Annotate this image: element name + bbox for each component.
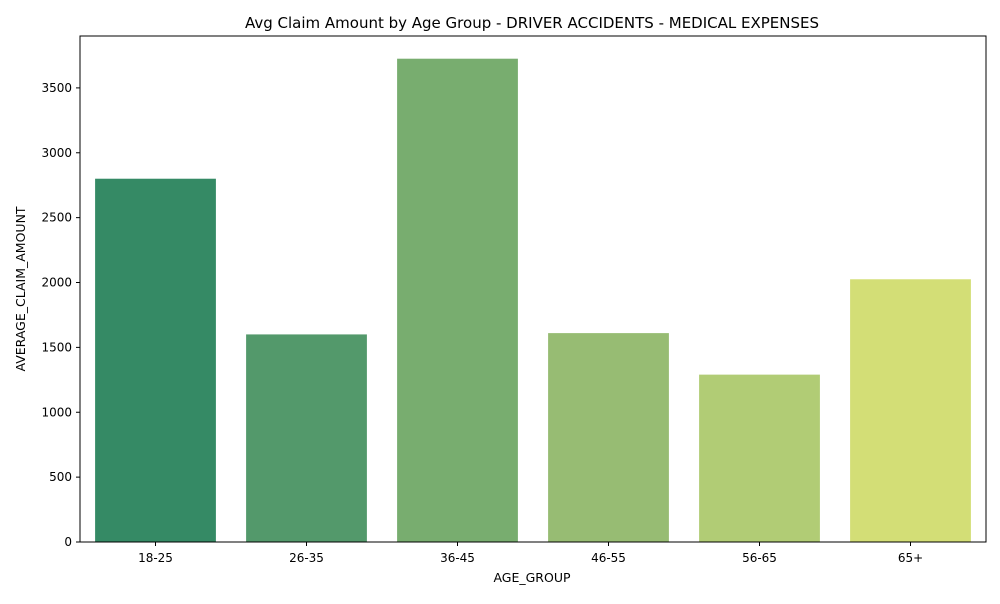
chart-title: Avg Claim Amount by Age Group - DRIVER A… (245, 14, 819, 32)
bars-group (95, 58, 971, 542)
bar-65+ (850, 279, 971, 542)
x-tick-label: 65+ (898, 551, 923, 565)
x-tick-label: 36-45 (440, 551, 475, 565)
y-tick-label: 1000 (41, 405, 72, 419)
bar-36-45 (397, 58, 518, 542)
x-tick-label: 46-55 (591, 551, 626, 565)
y-tick-label: 0 (64, 535, 72, 549)
bar-26-35 (246, 334, 367, 542)
y-axis-label: AVERAGE_CLAIM_AMOUNT (13, 206, 28, 371)
y-tick-label: 2500 (41, 211, 72, 225)
y-axis-ticks: 0 500 1000 1500 2000 2500 3000 3500 (41, 81, 80, 549)
x-tick-label: 56-65 (742, 551, 777, 565)
x-axis-label: AGE_GROUP (493, 570, 571, 585)
y-tick-label: 1500 (41, 340, 72, 354)
plot-frame (79, 35, 987, 543)
bar-18-25 (95, 178, 216, 542)
x-tick-label: 26-35 (289, 551, 324, 565)
x-tick-label: 18-25 (138, 551, 173, 565)
y-tick-label: 500 (49, 470, 72, 484)
bar-46-55 (548, 333, 669, 542)
bar-56-65 (699, 374, 820, 542)
y-tick-label: 3500 (41, 81, 72, 95)
y-tick-label: 2000 (41, 276, 72, 290)
x-axis-ticks: 18-25 26-35 36-45 46-55 56-65 65+ (138, 542, 923, 565)
y-tick-label: 3000 (41, 146, 72, 160)
